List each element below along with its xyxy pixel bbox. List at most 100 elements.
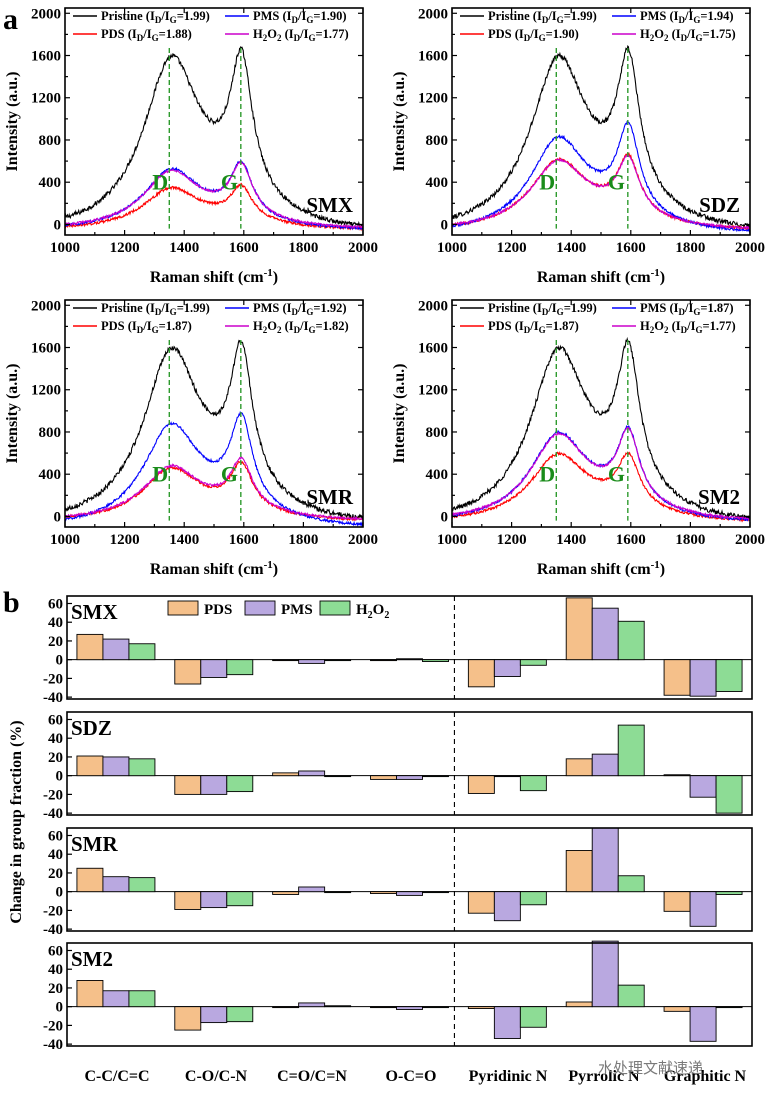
spectrum-line-pristine xyxy=(64,339,364,521)
x-tick-label: 1000 xyxy=(437,532,467,548)
y-tick-label: 20 xyxy=(48,981,63,997)
x-tick-label: 1000 xyxy=(50,532,80,548)
bar-h2o2 xyxy=(715,891,743,895)
bar-pds xyxy=(76,633,104,661)
bar-pms xyxy=(298,659,326,664)
legend-swatch-pds xyxy=(167,600,199,616)
spectrum-line-h2o2 xyxy=(451,426,751,521)
y-tick-label: 2000 xyxy=(418,6,448,22)
bar-h2o2 xyxy=(128,877,156,893)
raman-chart-smr: D G 1000 1200 1400 1600 1800 2000 0 400 800 1200 160… xyxy=(4,298,378,578)
y-tick-label: 800 xyxy=(39,425,62,441)
x-tick-label: 2000 xyxy=(348,532,378,548)
sample-label: SM2 xyxy=(71,947,113,971)
category-label: O-C=O xyxy=(386,1068,437,1085)
legend-entry-h2o2: H2O2 (ID/IG=1.77) xyxy=(640,319,736,335)
bar-pds xyxy=(174,775,202,795)
y-tick-label: 20 xyxy=(48,634,63,650)
x-tick-label: 1400 xyxy=(556,240,586,256)
bar-h2o2 xyxy=(128,758,156,777)
x-tick-label: 1200 xyxy=(110,532,140,548)
legend-swatch-h2o2 xyxy=(319,600,351,616)
bar-pms xyxy=(689,1006,717,1042)
x-tick-label: 1000 xyxy=(50,240,80,256)
bar-pms xyxy=(493,1006,521,1039)
bar-pds xyxy=(663,1006,691,1012)
bar-h2o2 xyxy=(324,891,352,894)
bar-pms xyxy=(493,775,521,778)
bar-h2o2 xyxy=(715,1006,743,1009)
plot-frame xyxy=(66,942,753,1047)
bar-h2o2 xyxy=(519,891,547,906)
y-tick-label: 400 xyxy=(39,467,62,483)
x-tick-label: 1000 xyxy=(437,240,467,256)
g-peak-label: G xyxy=(221,170,238,195)
bar-pds xyxy=(565,1001,593,1008)
bar-pms xyxy=(493,659,521,677)
bar-pds xyxy=(565,758,593,777)
bar-pms xyxy=(689,775,717,798)
bar-h2o2 xyxy=(422,891,449,894)
y-tick-label: 60 xyxy=(48,828,63,844)
bar-pds xyxy=(370,775,397,780)
bar-chart-sdz: -40 -20 0 20 40 60 SDZ xyxy=(43,711,753,822)
sample-label: SMR xyxy=(71,832,119,856)
legend-entry-pms: PMS (ID/IG=1.90) xyxy=(253,9,347,25)
bar-pds xyxy=(467,891,495,914)
d-peak-label: D xyxy=(539,170,555,195)
y-tick-label: 20 xyxy=(48,750,63,766)
d-peak-label: D xyxy=(152,462,168,487)
bar-h2o2 xyxy=(715,659,743,692)
bar-pms xyxy=(200,775,228,795)
bar-pms xyxy=(591,753,619,777)
panel-a-letter: a xyxy=(3,3,18,36)
bar-h2o2 xyxy=(617,984,645,1008)
bar-h2o2 xyxy=(226,1006,254,1023)
spectrum-line-h2o2 xyxy=(451,154,751,231)
legend-label-pds: PDS xyxy=(204,602,232,618)
spectrum-line-pms xyxy=(64,410,364,528)
plot-frame xyxy=(66,595,753,700)
bar-h2o2 xyxy=(519,659,547,666)
spectrum-line-pristine xyxy=(451,45,751,230)
x-tick-label: 1800 xyxy=(288,240,318,256)
y-tick-label: 0 xyxy=(56,885,64,901)
plot-frame xyxy=(66,711,753,816)
y-tick-label: -20 xyxy=(43,671,63,687)
legend-entry-pms: PMS (ID/IG=1.92) xyxy=(253,301,347,317)
sample-label: SM2 xyxy=(698,485,740,509)
spectrum-line-pristine xyxy=(64,45,364,228)
x-tick-label: 1400 xyxy=(169,532,199,548)
legend-entry-pristine: Pristine (ID/IG=1.99) xyxy=(101,301,210,317)
bar-pms xyxy=(102,876,130,893)
y-axis-label: Intensity (a.u.) xyxy=(4,363,21,463)
x-tick-label: 2000 xyxy=(348,240,378,256)
legend-label-h2o2: H2O2 xyxy=(356,602,389,621)
x-tick-label: 1800 xyxy=(675,532,705,548)
x-tick-label: 2000 xyxy=(735,240,765,256)
bar-pms xyxy=(493,891,521,922)
legend-entry-h2o2: H2O2 (ID/IG=1.75) xyxy=(640,27,736,43)
x-tick-label: 1200 xyxy=(497,240,527,256)
legend-entry-pds: PDS (ID/IG=1.87) xyxy=(488,319,579,335)
g-peak-label: G xyxy=(221,462,238,487)
y-axis-label: Change in group fraction (%) xyxy=(8,720,25,923)
y-tick-label: 0 xyxy=(54,217,62,233)
x-tick-label: 1400 xyxy=(169,240,199,256)
bar-pds xyxy=(272,659,300,662)
y-axis-label: Intensity (a.u.) xyxy=(391,71,408,171)
y-tick-label: -20 xyxy=(43,903,63,919)
bar-pds xyxy=(272,772,300,777)
bar-h2o2 xyxy=(715,775,743,814)
bar-pds xyxy=(565,597,593,661)
bar-pms xyxy=(102,638,130,661)
bar-pms xyxy=(200,1006,228,1024)
bar-pds xyxy=(663,891,691,912)
category-label: C-C/C=C xyxy=(84,1068,149,1085)
x-tick-label: 2000 xyxy=(735,532,765,548)
bar-h2o2 xyxy=(324,1005,352,1008)
bar-h2o2 xyxy=(226,891,254,907)
x-tick-label: 1600 xyxy=(616,240,646,256)
bar-pds xyxy=(663,659,691,696)
bar-legend: PDS PMS H2O2 xyxy=(167,600,389,621)
